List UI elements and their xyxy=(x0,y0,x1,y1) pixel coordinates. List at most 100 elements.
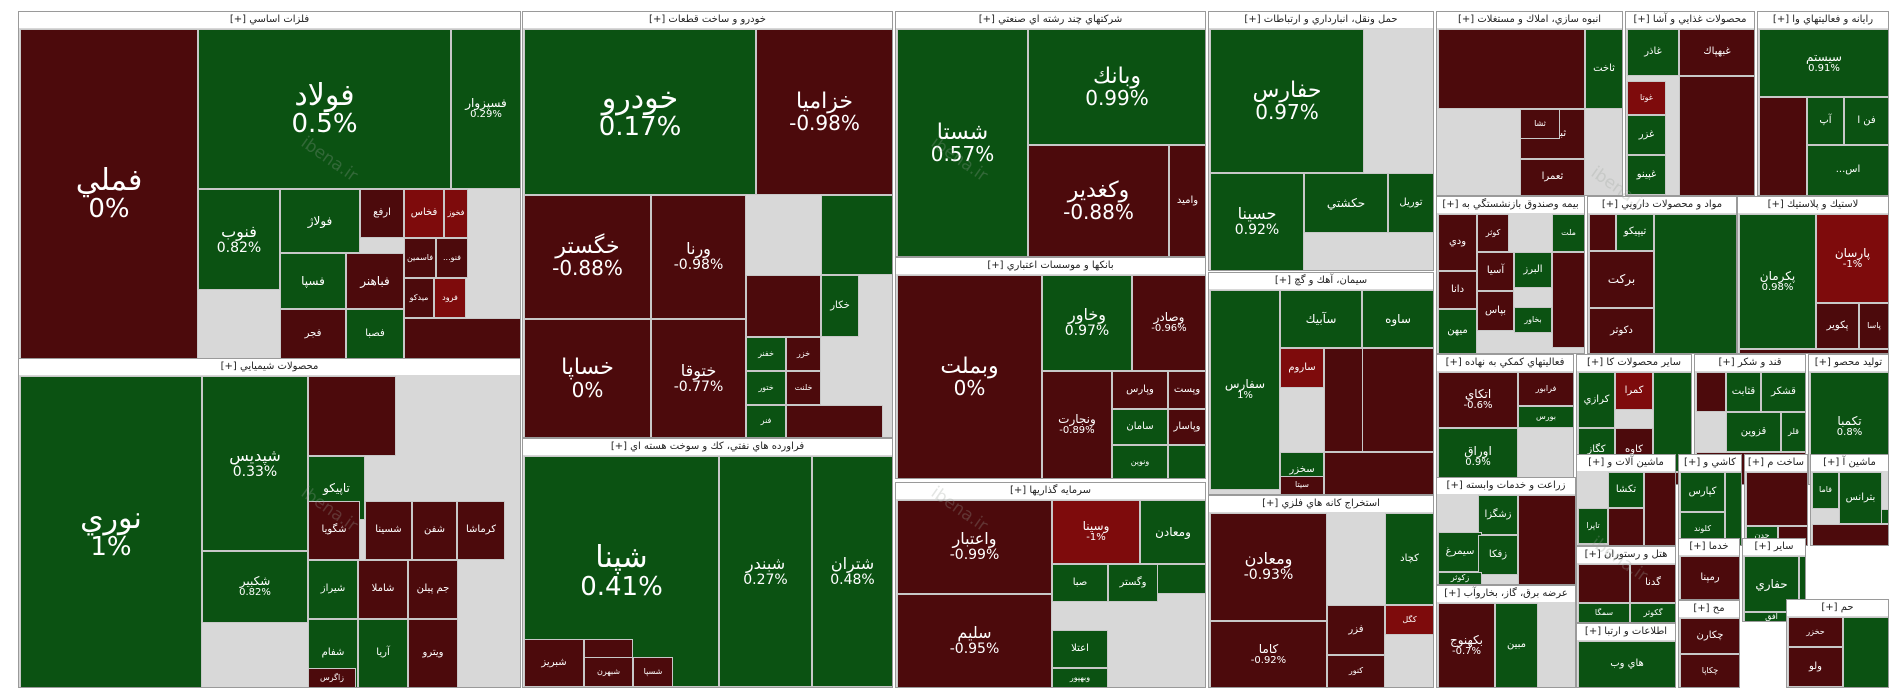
stock-tile[interactable]: ومعادن xyxy=(1140,500,1205,564)
small-tile[interactable] xyxy=(1788,687,1843,688)
stock-tile[interactable]: سليم -0.95% xyxy=(897,594,1052,687)
sector-title[interactable]: ساير [+] xyxy=(1743,539,1805,555)
sector-title[interactable]: عرضه برق، گاز، بخاروآب [+] xyxy=(1437,586,1575,602)
stock-tile[interactable]: خكار xyxy=(821,275,859,337)
stock-tile[interactable]: ختوقا -0.77% xyxy=(651,319,746,437)
stock-tile[interactable]: بخاور xyxy=(1514,307,1552,333)
stock-tile[interactable]: فن ا xyxy=(1844,97,1888,145)
stock-tile[interactable]: دكوثر xyxy=(1589,308,1654,353)
stock-tile[interactable]: وپاسار xyxy=(1168,409,1205,445)
stock-tile[interactable]: فخاس xyxy=(404,189,444,238)
stock-tile[interactable]: فاما xyxy=(1812,472,1839,509)
stock-tile[interactable]: چكارن xyxy=(1680,618,1739,654)
stock-tile[interactable]: شستا 0.57% xyxy=(897,29,1028,256)
small-tile[interactable] xyxy=(821,195,892,275)
sector-title[interactable]: بيمه وصندوق بازنشستگي به [+] xyxy=(1437,197,1584,213)
stock-tile[interactable]: شبهرن xyxy=(584,657,633,687)
stock-tile[interactable]: توريل xyxy=(1388,173,1433,233)
stock-tile[interactable]: فملي 0% xyxy=(20,29,198,359)
stock-tile[interactable]: واميد xyxy=(1169,145,1205,256)
stock-tile[interactable]: خفنر xyxy=(746,337,786,371)
small-tile[interactable] xyxy=(404,318,520,359)
stock-tile[interactable]: وبانك 0.99% xyxy=(1028,29,1205,145)
stock-tile[interactable]: زفكا xyxy=(1478,535,1518,575)
stock-tile[interactable]: بپاس xyxy=(1477,291,1514,331)
sector-title[interactable]: انبوه سازي، املاك و مستغلات [+] xyxy=(1437,12,1622,28)
stock-tile[interactable]: گدنا xyxy=(1630,564,1675,603)
stock-tile[interactable]: غوتا xyxy=(1627,81,1666,115)
stock-tile[interactable]: وپارس xyxy=(1112,371,1168,409)
stock-tile[interactable]: سفارس 1% xyxy=(1210,290,1280,490)
stock-tile[interactable]: ورنا -0.98% xyxy=(651,195,746,319)
stock-tile[interactable]: فخوز xyxy=(444,189,468,238)
stock-tile[interactable]: بورس xyxy=(1518,406,1573,428)
stock-tile[interactable]: ساروم xyxy=(1280,348,1324,388)
stock-tile[interactable]: تكنو xyxy=(1578,544,1608,545)
stock-tile[interactable]: هاي وب xyxy=(1578,641,1675,687)
stock-tile[interactable]: تاپرا xyxy=(1578,508,1608,544)
sector-title[interactable]: ساير محصولات كا [+] xyxy=(1577,355,1691,371)
stock-tile[interactable]: شسينا xyxy=(365,501,412,560)
small-tile[interactable] xyxy=(1725,472,1741,545)
sector-title[interactable]: لاستيك و پلاستيك [+] xyxy=(1738,197,1888,213)
stock-tile[interactable]: پاسا xyxy=(1859,303,1888,349)
stock-tile[interactable]: فزر xyxy=(1327,605,1385,655)
stock-tile[interactable]: آپ xyxy=(1807,97,1844,145)
stock-tile[interactable]: شپديس 0.33% xyxy=(202,376,308,551)
stock-tile[interactable]: حخزر xyxy=(1788,617,1843,647)
small-tile[interactable] xyxy=(746,275,821,337)
stock-tile[interactable]: ساوه xyxy=(1362,290,1433,348)
stock-tile[interactable]: غپينو xyxy=(1627,155,1666,195)
stock-tile[interactable]: فنو... xyxy=(436,238,468,278)
stock-tile[interactable]: اعتلا xyxy=(1052,630,1108,668)
stock-tile[interactable]: وبهپور xyxy=(1052,668,1108,687)
stock-tile[interactable]: سيتا xyxy=(1280,476,1324,494)
stock-tile[interactable]: شبندر 0.27% xyxy=(719,456,812,687)
small-tile[interactable] xyxy=(1679,76,1754,195)
stock-tile[interactable]: ويترو xyxy=(408,619,458,687)
small-tile[interactable] xyxy=(1608,508,1644,545)
sector-title[interactable]: كاشي و [+] xyxy=(1679,455,1741,471)
small-tile[interactable] xyxy=(1438,29,1585,109)
stock-tile[interactable]: قلر xyxy=(1781,412,1805,452)
stock-tile[interactable]: فرابور xyxy=(1518,372,1573,406)
stock-tile[interactable]: ومعادن -0.93% xyxy=(1210,513,1327,621)
stock-tile[interactable]: فولاد 0.5% xyxy=(198,29,451,189)
stock-tile[interactable]: نوري 1% xyxy=(20,376,202,687)
sector-title[interactable]: سيمان، آهك و گچ [+] xyxy=(1209,273,1433,289)
stock-tile[interactable]: اس... xyxy=(1807,145,1888,195)
stock-tile[interactable]: پارسان -1% xyxy=(1816,214,1888,303)
stock-tile[interactable]: اوراق 0.9% xyxy=(1438,428,1518,484)
stock-tile[interactable]: ارفع xyxy=(360,189,404,238)
sector-title[interactable]: فلزات اساسي [+] xyxy=(19,12,520,28)
sector-title[interactable]: ماشين آلات و [+] xyxy=(1577,455,1675,471)
stock-tile[interactable]: ودي xyxy=(1438,214,1477,271)
stock-tile[interactable]: بركت xyxy=(1589,251,1654,308)
stock-tile[interactable]: شبريز xyxy=(524,639,584,687)
stock-tile[interactable]: اتكاي -0.6% xyxy=(1438,372,1518,428)
stock-tile[interactable]: غاذر xyxy=(1627,29,1679,76)
small-tile[interactable] xyxy=(1696,372,1726,412)
sector-title[interactable]: محصولات غذايي و آشا [+] xyxy=(1626,12,1754,28)
stock-tile[interactable]: فنوب 0.82% xyxy=(198,189,280,290)
stock-tile[interactable]: كوثر xyxy=(1477,214,1509,252)
stock-tile[interactable]: بترانس xyxy=(1839,472,1882,524)
stock-tile[interactable]: واعتبار -0.99% xyxy=(897,500,1052,594)
stock-tile[interactable]: زكوثر xyxy=(1438,572,1482,584)
stock-tile[interactable]: آريا xyxy=(358,619,408,687)
stock-tile[interactable]: فسپا xyxy=(280,253,346,309)
sector-title[interactable]: زراعت و خدمات وابسته [+] xyxy=(1437,478,1575,494)
stock-tile[interactable]: زشگزا xyxy=(1478,495,1518,535)
small-tile[interactable] xyxy=(1843,617,1888,687)
sector-title[interactable]: هتل و رستوران [+] xyxy=(1577,547,1675,563)
stock-tile[interactable]: تيپيكو xyxy=(1616,214,1654,251)
small-tile[interactable] xyxy=(1812,524,1888,545)
sector-title[interactable]: شركتهاي چند رشته اي صنعتي [+] xyxy=(896,12,1205,28)
stock-tile[interactable]: شسپا xyxy=(633,657,673,687)
sector-title[interactable]: ساخت م [+] xyxy=(1745,455,1807,471)
stock-tile[interactable]: شگويا xyxy=(308,501,360,560)
stock-tile[interactable]: تكشا xyxy=(1608,472,1644,508)
sector-title[interactable]: فراورده هاي نفتي، كك و سوخت هسته اي [+] xyxy=(523,439,892,455)
small-tile[interactable] xyxy=(786,405,883,437)
stock-tile[interactable]: وصادر -0.96% xyxy=(1132,275,1205,371)
